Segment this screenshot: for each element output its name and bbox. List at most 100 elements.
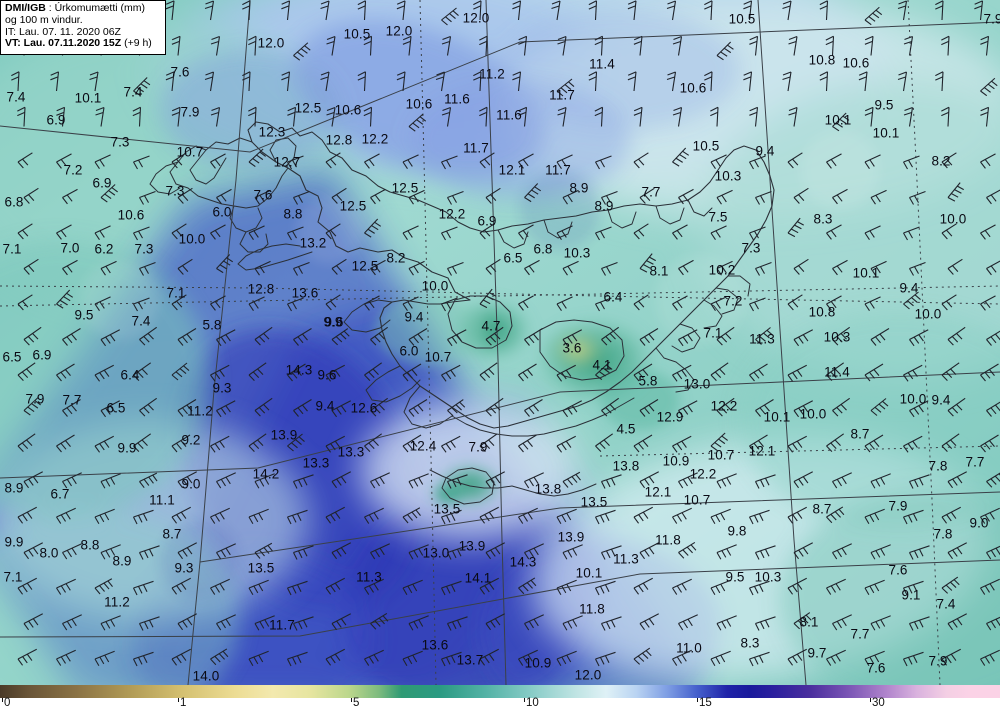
- wind-barb: [831, 259, 850, 276]
- wind-barb: [818, 71, 831, 93]
- wind-speed-value-label: 12.4: [409, 438, 437, 454]
- colorbar-tick-mark: [870, 698, 871, 702]
- wind-barb: [209, 153, 228, 170]
- wind-barb: [715, 541, 738, 563]
- wind-barb: [902, 434, 923, 454]
- wind-barb: [54, 289, 75, 310]
- wind-speed-value-label: 7.9: [983, 11, 1000, 27]
- wind-speed-value-label: 11.7: [463, 140, 489, 156]
- wind-barb: [292, 190, 311, 206]
- wind-barb: [869, 541, 892, 563]
- wind-barb: [863, 35, 875, 57]
- wind-barb: [363, 647, 385, 668]
- wind-speed-value-label: 10.0: [939, 211, 967, 227]
- wind-barb: [702, 0, 715, 22]
- wind-speed-value-label: 7.6: [170, 64, 190, 80]
- wind-barb: [170, 35, 182, 57]
- wind-speed-value-label: 11.7: [549, 87, 575, 103]
- wind-barb: [446, 190, 465, 206]
- wind-speed-value-label: 9.4: [404, 309, 424, 325]
- wind-barb: [985, 188, 1000, 205]
- wind-barb: [671, 295, 690, 312]
- wind-speed-value-label: 7.9: [888, 498, 908, 514]
- wind-barb: [940, 433, 961, 453]
- wind-barb: [897, 0, 908, 21]
- wind-barb: [369, 541, 391, 562]
- wind-barb: [408, 398, 428, 418]
- wind-speed-value-label: 14.2: [252, 466, 280, 482]
- wind-barb: [831, 612, 853, 633]
- wind-speed-value-label: 10.3: [714, 168, 742, 184]
- weather-map[interactable]: 12.0 12.0 10.5 12.0 10.5 7.9 10.8 10.6 11.4 7.6 7.…: [0, 0, 1000, 685]
- wind-barb: [561, 541, 584, 563]
- wind-speed-value-label: 7.2: [63, 162, 83, 178]
- wind-speed-value-label: 5.8: [638, 373, 658, 389]
- wind-speed-value-label: 12.0: [385, 23, 413, 39]
- wind-barb: [781, 71, 792, 92]
- wind-speed-value-label: 12.5: [339, 198, 367, 214]
- wind-barb: [985, 469, 1000, 490]
- wind-barb: [863, 505, 886, 527]
- wind-barb: [94, 296, 112, 312]
- wind-barb: [100, 260, 118, 277]
- wind-speed-value-label: 7.0: [60, 240, 80, 256]
- wind-barb: [902, 155, 921, 170]
- wind-speed-value-label: 13.5: [247, 560, 275, 576]
- wind-barb: [599, 470, 623, 492]
- wind-speed-value-label: 11.3: [749, 331, 775, 347]
- wind-barb: [17, 505, 38, 525]
- wind-barb: [748, 35, 760, 57]
- wind-barb: [138, 326, 159, 347]
- wind-speed-value-label: 10.7: [707, 447, 735, 463]
- wind-barb: [671, 505, 693, 526]
- wind-barb: [825, 153, 844, 170]
- wind-speed-value-label: 7.3: [134, 241, 154, 257]
- wind-barb: [672, 35, 683, 57]
- wind-barb: [132, 155, 151, 170]
- wind-barb: [441, 106, 452, 128]
- wind-barb: [787, 106, 798, 128]
- wind-speed-value-label: 9.7: [807, 645, 827, 661]
- wind-speed-value-label: 14.3: [285, 362, 313, 378]
- wind-barb: [407, 470, 430, 492]
- wind-barb: [792, 258, 812, 276]
- wind-barb: [941, 505, 962, 525]
- wind-barb: [17, 647, 38, 667]
- wind-speed-value-label: 8.0: [39, 545, 59, 561]
- wind-speed-value-label: 9.0: [181, 476, 201, 492]
- wind-barb: [292, 42, 312, 62]
- wind-barb: [131, 576, 155, 599]
- wind-barb: [362, 106, 375, 128]
- wind-barb: [16, 362, 37, 382]
- wind-barb: [285, 576, 309, 599]
- wind-barb: [395, 71, 407, 92]
- colorbar-tick-label: 5: [353, 697, 360, 709]
- wind-barb: [979, 647, 1000, 668]
- wind-barb: [908, 261, 927, 277]
- wind-speed-value-label: 8.8: [80, 537, 100, 553]
- wind-speed-value-label: 10.1: [852, 265, 880, 281]
- wind-speed-value-label: 9.4: [899, 280, 919, 296]
- wind-speed-value-label: 7.1: [166, 285, 186, 301]
- wind-barb: [210, 106, 221, 128]
- wind-speed-value-label: 9.9: [117, 440, 137, 456]
- wind-speed-value-label: 10.5: [343, 26, 371, 42]
- wind-barb: [291, 612, 315, 634]
- wind-speed-value-label: 12.6: [350, 400, 378, 416]
- wind-barb: [445, 470, 469, 492]
- wind-barb: [440, 226, 459, 241]
- wind-barb: [933, 0, 946, 22]
- wind-speed-value-label: 7.7: [965, 454, 985, 470]
- wind-barb: [671, 434, 692, 454]
- wind-barb: [94, 363, 115, 383]
- wind-barb: [600, 326, 621, 347]
- wind-barb: [484, 397, 505, 418]
- wind-barb: [331, 326, 351, 347]
- wind-barb: [903, 106, 914, 128]
- wind-barb: [831, 541, 853, 562]
- wind-barb: [204, 0, 215, 21]
- wind-barb: [747, 505, 771, 528]
- wind-barb: [511, 0, 523, 21]
- wind-barb: [979, 77, 999, 97]
